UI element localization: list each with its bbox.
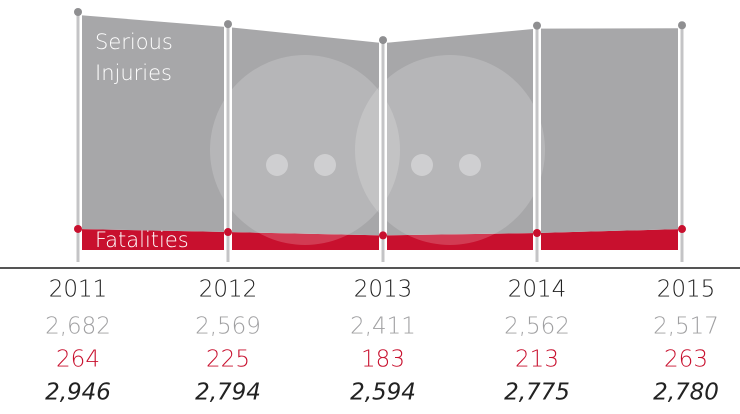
fatalities-value: 225: [206, 347, 250, 373]
eye-decoration: [266, 154, 288, 176]
fatality-dot: [678, 225, 686, 234]
year-label: 2013: [354, 277, 413, 303]
year-label: 2014: [508, 277, 567, 303]
fatality-dot: [379, 231, 387, 240]
eye-decoration: [459, 154, 481, 176]
year-label: 2011: [49, 277, 108, 303]
total-value: 2,946: [45, 380, 111, 406]
injury-dot: [74, 8, 82, 16]
injuries-value: 2,411: [350, 314, 416, 340]
year-label: 2015: [657, 277, 716, 303]
series-label: Fatalities: [95, 228, 189, 252]
fatalities-value: 264: [56, 347, 100, 373]
injury-dot: [533, 21, 541, 30]
total-value: 2,594: [350, 380, 416, 406]
fatalities-value: 263: [664, 347, 708, 373]
injuries-value: 2,569: [195, 314, 261, 340]
fatality-dot: [74, 224, 82, 233]
total-value: 2,780: [653, 380, 719, 406]
injuries-value: 2,682: [45, 314, 111, 340]
injuries-value: 2,562: [504, 314, 570, 340]
series-label: Serious Injuries: [95, 30, 173, 85]
fatalities-value: 213: [515, 347, 559, 373]
eye-decoration: [314, 154, 336, 176]
fatality-dot: [224, 228, 232, 237]
total-value: 2,775: [504, 380, 570, 406]
eye-decoration: [411, 154, 433, 176]
injury-dot: [678, 21, 686, 30]
fatalities-value: 183: [361, 347, 405, 373]
injury-dot: [224, 20, 232, 29]
injuries-value: 2,517: [653, 314, 719, 340]
total-value: 2,794: [195, 380, 261, 406]
injury-dot: [379, 36, 387, 45]
year-label: 2012: [199, 277, 258, 303]
fatality-dot: [533, 229, 541, 238]
face-decoration: [355, 55, 545, 245]
face-decoration: [210, 55, 400, 245]
